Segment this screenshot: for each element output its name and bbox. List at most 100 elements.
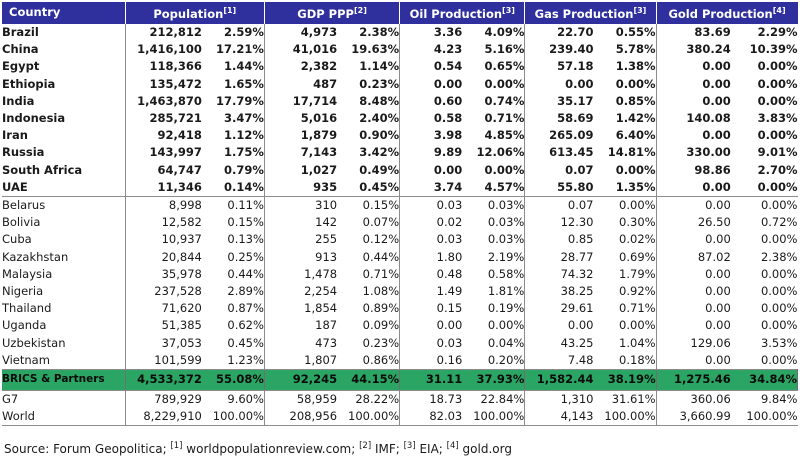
cell-oil: 3.74 (433, 179, 463, 194)
cell-gdp-pct: 1.08% (337, 283, 401, 301)
cell-gas-pct: 38.19% (593, 369, 657, 392)
cell-gas-pct: 1.38% (593, 58, 657, 76)
cell-country: Malaysia (2, 265, 126, 284)
cell-oil-pct: 100.00% (462, 408, 526, 427)
cell-pop-pct: 1.75% (201, 144, 265, 162)
cell-gdp: 92,245 (264, 369, 338, 392)
table-row[interactable]: Cuba 10,937 0.13% 255 0.12% 0.03 0.03% 0.85 0.02… (2, 231, 798, 249)
cell-country: Nigeria (2, 283, 126, 301)
cell-gdp-pct: 19.63% (337, 41, 401, 59)
cell-pop: 789,929 (154, 392, 202, 407)
cell-oil: 0.60 (433, 93, 463, 108)
cell-pop-pct: 17.21% (201, 41, 265, 59)
table-row[interactable]: Vietnam 101,599 1.23% 1,807 0.86% 0.16 0.20% 7.… (2, 351, 798, 370)
cell-oil: 1.49 (436, 284, 463, 299)
cell-country: Russia (2, 144, 126, 162)
column-header-oil-production[interactable]: Oil Production[3] (399, 2, 526, 24)
cell-pop-pct: 0.44% (201, 265, 265, 284)
cell-gas: 0.00 (567, 318, 594, 333)
table-row[interactable]: Brazil 212,812 2.59% 4,973 2.38% 3.36 4.09% 22.… (2, 24, 798, 42)
source-footnote-marker-4: [4] (446, 441, 459, 452)
cell-gdp-pct: 0.89% (337, 300, 401, 318)
cell-country: Bolivia (2, 214, 126, 232)
cell-oil-pct: 0.19% (462, 300, 526, 318)
cell-pop-pct: 0.25% (201, 248, 265, 266)
cell-oil: 0.03 (436, 232, 463, 247)
cell-pop: 64,747 (157, 162, 202, 177)
cell-country: Cuba (2, 231, 126, 249)
cell-pop: 285,721 (149, 111, 202, 126)
cell-pop: 12,582 (161, 215, 202, 230)
cell-pop: 92,418 (157, 128, 202, 143)
table-row[interactable]: Ethiopia 135,472 1.65% 487 0.23% 0.00 0.00% 0.0… (2, 75, 798, 93)
cell-gdp: 1,879 (300, 128, 338, 143)
cell-oil: 4.23 (433, 42, 463, 57)
table-row[interactable]: China 1,416,100 17.21% 41,016 19.63% 4.23 5.16… (2, 41, 798, 59)
cell-country: India (2, 92, 126, 111)
cell-gdp-pct: 28.22% (337, 390, 401, 409)
cell-gdp-pct: 44.15% (337, 369, 401, 392)
source-footnote-marker-2: [2] (359, 441, 372, 452)
table-row[interactable]: South Africa 64,747 0.79% 1,027 0.49% 0.00 0.0… (2, 161, 798, 179)
totals-row[interactable]: BRICS & Partners 4,533,372 55.08% 92,245 44.… (2, 369, 798, 392)
cell-country: China (2, 41, 126, 59)
cell-gas-pct: 0.30% (593, 214, 657, 232)
cell-pop: 135,472 (149, 76, 202, 91)
cell-gas-pct: 0.69% (593, 248, 657, 266)
table-row[interactable]: G7 789,929 9.60% 58,959 28.22% 18.73 22.84% 1,3… (2, 390, 798, 409)
cell-oil-pct: 5.16% (462, 41, 526, 59)
column-header-gold-production[interactable]: Gold Production[4] (656, 2, 798, 24)
cell-oil: 9.89 (433, 145, 463, 160)
table-row[interactable]: UAE 11,346 0.14% 935 0.45% 3.74 4.57% 55.80 1.35… (2, 178, 798, 197)
cell-gas-pct: 0.00% (593, 75, 657, 93)
cell-country: Kazakhstan (2, 248, 126, 266)
cell-pop-pct: 55.08% (201, 369, 265, 392)
table-row[interactable]: Egypt 118,366 1.44% 2,382 1.14% 0.54 0.65% 57.1… (2, 58, 798, 76)
cell-oil-pct: 0.00% (462, 161, 526, 179)
cell-pop-pct: 9.60% (201, 390, 265, 409)
table-row[interactable]: India 1,463,870 17.79% 17,714 8.48% 0.60 0.74%… (2, 92, 798, 111)
cell-country: Thailand (2, 300, 126, 318)
cell-gold: 0.00 (702, 128, 731, 143)
table-row[interactable]: World 8,229,910 100.00% 208,956 100.00% 82.03… (2, 408, 798, 427)
table-row[interactable]: Indonesia 285,721 3.47% 5,016 2.40% 0.58 0.71%… (2, 110, 798, 128)
cell-gas: 22.70 (557, 25, 594, 39)
cell-gas: 0.07 (565, 162, 594, 177)
cell-gdp-pct: 0.12% (337, 231, 401, 249)
table-row[interactable]: Uganda 51,385 0.62% 187 0.09% 0.00 0.00% 0.00 0.… (2, 317, 798, 335)
table-row[interactable]: Malaysia 35,978 0.44% 1,478 0.71% 0.48 0.58% 74… (2, 265, 798, 284)
cell-oil: 0.58 (433, 111, 463, 126)
footnote-marker-3b: [3] (633, 6, 647, 16)
table-row[interactable]: Kazakhstan 20,844 0.25% 913 0.44% 1.80 2.19% 28… (2, 248, 798, 266)
cell-gas: 265.09 (549, 128, 594, 143)
table-row[interactable]: Russia 143,997 1.75% 7,143 3.42% 9.89 12.06% 61… (2, 144, 798, 162)
source-footnote-text-1: worldpopulationreview.com; (182, 442, 360, 456)
column-header-gas-production[interactable]: Gas Production[3] (524, 2, 657, 24)
column-header-oil-production-label: Oil Production (409, 7, 503, 22)
column-header-population[interactable]: Population[1] (125, 2, 265, 24)
cell-pop: 4,533,372 (125, 369, 202, 392)
cell-gdp: 2,382 (300, 59, 338, 74)
table-row[interactable]: Thailand 71,620 0.87% 1,854 0.89% 0.15 0.19% 29… (2, 300, 798, 318)
cell-oil-pct: 0.20% (462, 351, 526, 370)
cell-gold-pct: 0.00% (760, 232, 798, 247)
cell-gas-pct: 0.18% (593, 351, 657, 370)
table-row[interactable]: Bolivia 12,582 0.15% 142 0.07% 0.02 0.03% 12.30… (2, 214, 798, 232)
table-row[interactable]: Iran 92,418 1.12% 1,879 0.90% 3.98 4.85% 265.09… (2, 127, 798, 145)
cell-oil: 31.11 (399, 369, 463, 392)
cell-pop: 8,229,910 (125, 408, 202, 427)
cell-country: UAE (2, 178, 126, 197)
cell-gold-pct: 100.00% (730, 408, 798, 427)
cell-gdp: 41,016 (292, 42, 338, 57)
table-row[interactable]: Nigeria 237,528 2.89% 2,254 1.08% 1.49 1.81% 38… (2, 283, 798, 301)
column-header-gdp-ppp[interactable]: GDP PPP[2] (264, 2, 401, 24)
cell-country: BRICS & Partners (2, 369, 126, 392)
cell-gas-pct: 0.85% (593, 92, 657, 111)
cell-pop-pct: 1.44% (201, 58, 265, 76)
table-row[interactable]: Belarus 8,998 0.11% 310 0.15% 0.03 0.03% 0.07 0.… (2, 196, 798, 215)
column-header-country[interactable]: Country (2, 2, 126, 24)
table-row[interactable]: Uzbekistan 37,053 0.45% 473 0.23% 0.03 0.04% 43… (2, 334, 798, 352)
header-row: Country Population[1] GDP PPP[2] Oil Pro… (2, 2, 798, 24)
cell-gdp: 1,027 (300, 162, 338, 177)
cell-pop-pct: 2.89% (201, 283, 265, 301)
